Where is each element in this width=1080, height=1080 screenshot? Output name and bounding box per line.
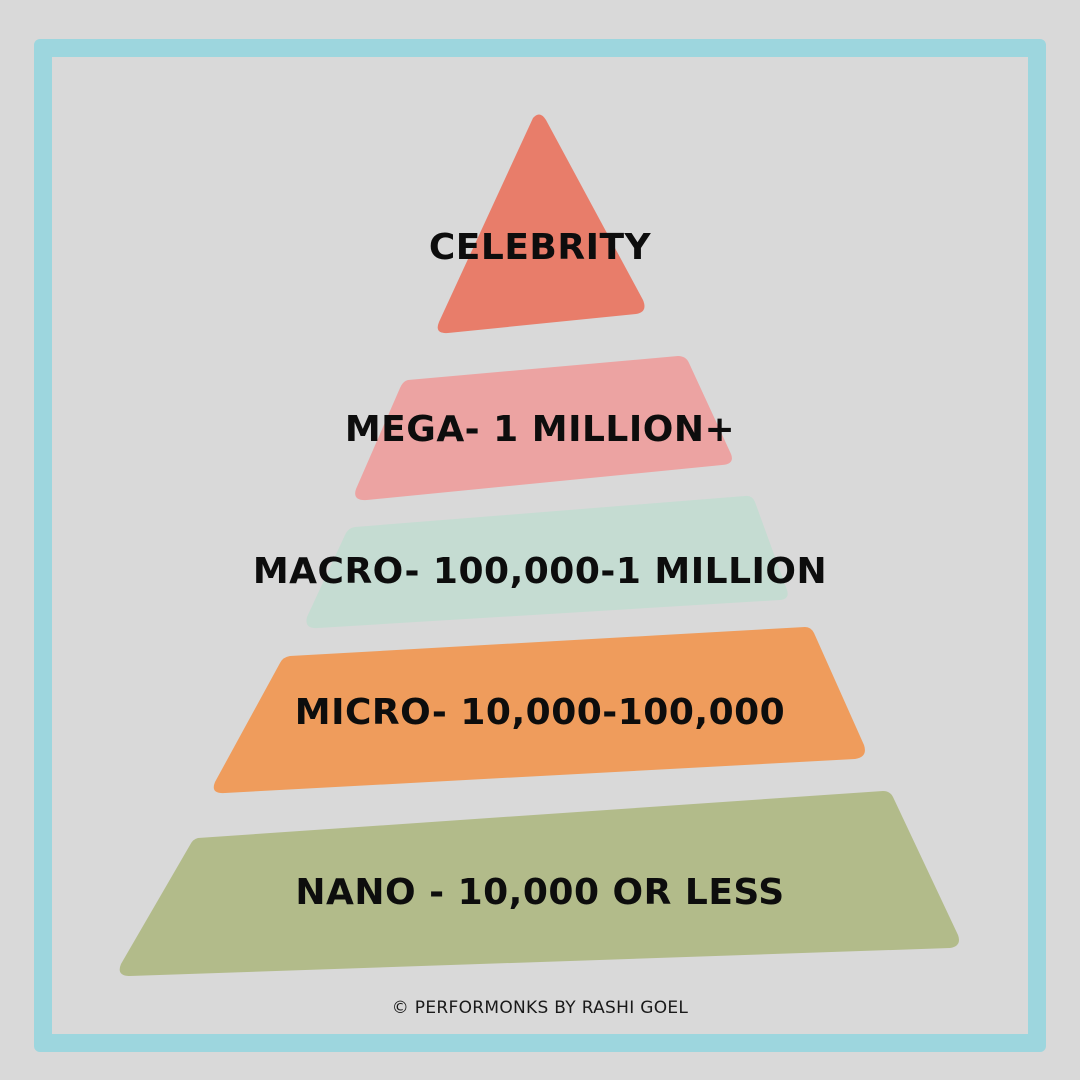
- tier-shape-nano: [119, 791, 960, 976]
- tier-label-micro: MICRO- 10,000-100,000: [294, 692, 786, 733]
- tier-label-celebrity: CELEBRITY: [428, 227, 652, 268]
- border-frame: [34, 39, 1046, 1052]
- tier-label-nano: NANO - 10,000 OR LESS: [295, 872, 785, 913]
- tier-shape-micro: [213, 627, 865, 794]
- tier-label-mega: MEGA- 1 MILLION+: [344, 409, 736, 450]
- tier-shape-macro: [306, 495, 788, 629]
- tier-shape-celebrity: [437, 114, 645, 334]
- tier-label-macro: MACRO- 100,000-1 MILLION: [252, 551, 828, 592]
- tier-shape-mega: [355, 356, 732, 501]
- copyright-credit: © PERFORMONKS BY RASHI GOEL: [391, 998, 689, 1018]
